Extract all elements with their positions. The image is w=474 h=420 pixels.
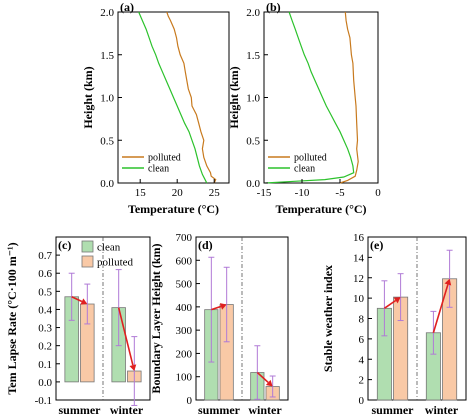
panel-e-ytick-label: 4 <box>359 354 365 366</box>
panel-d-category-label-winter: winter <box>248 403 282 417</box>
panel-a-xtick-label: 20 <box>172 187 184 199</box>
panel-a-chart: 15 20 25 0.0 0.5 1.0 1.5 2.0 Temperature (°C) Hei… <box>81 0 230 216</box>
panel-b-legend-label-polluted: polluted <box>294 153 327 164</box>
panel-c-ytick-label: -0.1 <box>35 395 52 407</box>
panel-c-ytick-label: 0.7 <box>38 250 52 262</box>
panel-b-chart: -15 -10 -5 0 0.0 0.5 1.0 1.5 2.0 Temperature (°C)… <box>227 0 381 216</box>
panel-b-xtick-label: -5 <box>335 187 345 199</box>
panel-b-panel-label: (b) <box>266 0 281 14</box>
panel-a-legend-label-clean: clean <box>148 164 169 175</box>
panel-d-chart: summer winter 0 100 200 300 400 500 600 700 Bounda… <box>149 232 289 417</box>
panel-c-legend-label-polluted: polluted <box>97 257 134 269</box>
panel-c-legend-swatch-clean <box>81 240 94 253</box>
panel-c-change-arrow-summer <box>71 296 83 303</box>
panel-c-category-label-summer: summer <box>59 403 102 417</box>
panel-e-ytick-label: 12 <box>353 273 364 285</box>
panel-d-change-arrowhead-summer <box>219 303 227 310</box>
panel-e-ylabel: Stable weather index <box>321 265 335 372</box>
panel-e-change-arrowhead-summer <box>393 297 401 304</box>
panel-a-series-polluted <box>166 11 217 184</box>
panel-c-chart: summer winter -0.1 0.0 0.1 0.2 0.3 0.4 0.5 0.6 0.7… <box>5 236 151 417</box>
panel-d-ytick-label: 400 <box>176 302 193 314</box>
panel-e-category-label-winter: winter <box>425 403 459 417</box>
panel-b-ytick-label: 0.0 <box>246 178 260 190</box>
panel-b-series-polluted <box>339 11 359 184</box>
panel-a-ylabel: Height (km) <box>81 66 95 128</box>
panel-e-change-arrow-summer <box>383 299 397 309</box>
panel-e-ytick-label: 2 <box>359 375 365 387</box>
panel-d-ytick-label: 600 <box>176 255 193 267</box>
panel-b-xtick-label: -10 <box>295 187 310 199</box>
panel-d-change-arrow-summer <box>211 305 222 311</box>
panel-a-xtick-label: 15 <box>135 187 147 199</box>
panel-d-ytick-label: 700 <box>176 232 193 244</box>
panel-c-category-label-winter: winter <box>110 403 144 417</box>
panel-c-ytick-label: 0.5 <box>38 286 52 298</box>
panel-d-panel-label: (d) <box>198 238 213 252</box>
panel-e-ytick-label: 0 <box>359 395 365 407</box>
panel-c-ytick-label: 0.0 <box>38 377 52 389</box>
panel-b-xtick-label: 0 <box>375 187 381 199</box>
panel-d-ytick-label: 300 <box>176 325 193 337</box>
panel-d-category-label-summer: summer <box>198 403 241 417</box>
panel-b-ylabel: Height (km) <box>227 66 241 128</box>
panel-e-change-arrowhead-winter <box>444 278 452 286</box>
panel-c-ylabel: Tem Lapse Rate (°C·100 m⁻¹) <box>5 242 19 394</box>
panel-b-legend-label-clean: clean <box>294 164 315 175</box>
panel-a-ytick-label: 1.0 <box>100 93 114 105</box>
panel-d-ytick-label: 500 <box>176 279 193 291</box>
panel-c-legend-label-clean: clean <box>97 242 121 254</box>
panel-c-ytick-label: 0.1 <box>38 359 52 371</box>
panel-a-xlabel: Temperature (°C) <box>128 202 219 216</box>
panel-c-legend-swatch-polluted <box>81 255 94 268</box>
panel-b-ytick-label: 1.0 <box>246 93 260 105</box>
panel-e-ytick-label: 10 <box>353 293 365 305</box>
panel-a-ytick-label: 0.5 <box>100 135 114 147</box>
panel-e-chart: summer winter 0 2 4 6 8 10 12 14 16 Stable weather … <box>321 232 467 417</box>
panel-a-panel-label: (a) <box>120 0 134 14</box>
panel-e-panel-label: (e) <box>370 238 383 252</box>
panel-e-ytick-label: 16 <box>353 232 365 244</box>
panel-c-change-arrowhead-winter <box>129 364 137 372</box>
panel-e-change-arrow-winter <box>432 284 449 333</box>
panel-d-change-arrowhead-winter <box>265 379 273 387</box>
panel-b-ytick-label: 0.5 <box>246 135 260 147</box>
panel-d-ylabel: Boundary Layer Height (km) <box>149 243 163 393</box>
panel-d-ytick-label: 0 <box>187 395 193 407</box>
panel-d-ytick-label: 100 <box>176 372 193 384</box>
panel-a-ytick-label: 1.5 <box>100 50 114 62</box>
panel-c-change-arrowhead-summer <box>80 298 88 305</box>
panel-b-xlabel: Temperature (°C) <box>275 202 366 216</box>
panel-e-ytick-label: 6 <box>359 334 365 346</box>
panel-a-series-clean <box>138 11 208 184</box>
panel-e-category-label-summer: summer <box>372 403 415 417</box>
panel-b-ytick-label: 2.0 <box>246 7 260 19</box>
panel-c-ytick-label: 0.4 <box>38 304 52 316</box>
panel-c-panel-label: (c) <box>58 238 71 252</box>
panel-c-ytick-label: 0.3 <box>38 323 52 335</box>
panel-b-ytick-label: 1.5 <box>246 50 260 62</box>
panel-d-change-arrow-winter <box>256 371 269 384</box>
panel-c-ytick-label: 0.6 <box>38 268 52 280</box>
panel-c-change-arrow-winter <box>117 307 134 366</box>
panel-e-ytick-label: 8 <box>359 314 365 326</box>
panel-a-legend-label-polluted: polluted <box>148 153 181 164</box>
panel-a-ytick-label: 0.0 <box>100 178 114 190</box>
panel-c-ytick-label: 0.2 <box>38 341 52 353</box>
panel-b-xtick-label: -15 <box>257 187 272 199</box>
panel-b-series-clean <box>265 11 355 184</box>
panel-a-xtick-label: 25 <box>209 187 221 199</box>
panel-e-ytick-label: 14 <box>353 252 365 264</box>
panel-a-ytick-label: 2.0 <box>100 7 114 19</box>
panel-d-ytick-label: 200 <box>176 348 193 360</box>
